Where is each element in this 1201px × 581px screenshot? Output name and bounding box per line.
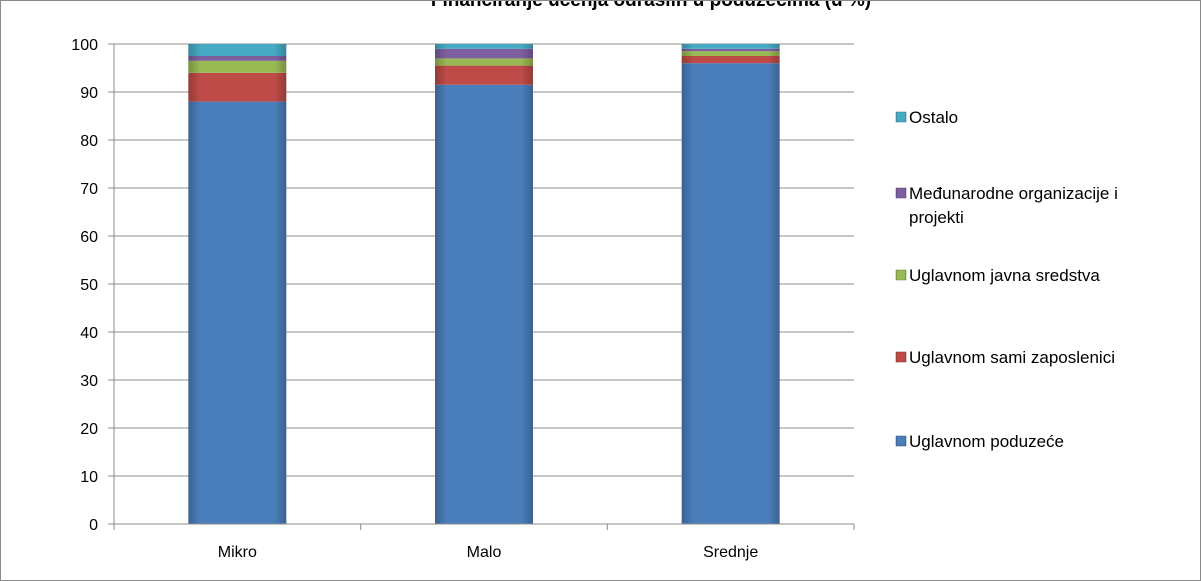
y-tick-label: 40 <box>80 325 98 342</box>
bar-segment <box>435 84 533 525</box>
legend-swatch <box>895 111 907 123</box>
y-tick-label: 100 <box>71 37 98 54</box>
y-tick-label: 0 <box>89 517 98 534</box>
bar-segment <box>188 60 287 73</box>
y-tick-label: 30 <box>80 373 98 390</box>
x-tick-label: Malo <box>467 544 502 561</box>
legend-label: Uglavnom javna sredstva <box>909 266 1100 285</box>
y-tick-label: 20 <box>80 421 98 438</box>
bar-segment <box>188 56 287 61</box>
bar-segment <box>435 44 533 49</box>
legend: Ostalo Međunarodne organizacije i projekti… <box>895 108 1118 451</box>
bar-segment <box>681 56 780 64</box>
legend-label: Uglavnom sami zaposlenici <box>909 348 1115 367</box>
bar-segment <box>188 44 287 56</box>
bar-segment <box>681 51 780 56</box>
axes: 0 10 20 30 40 50 60 70 80 90 100 Mikro Malo Srednje <box>71 37 855 561</box>
legend-swatch <box>895 435 907 447</box>
x-tick-label: Mikro <box>218 544 257 561</box>
legend-swatch <box>895 269 907 281</box>
legend-swatch <box>895 351 907 363</box>
bar-segment <box>681 44 780 49</box>
x-tick-label: Srednje <box>703 544 758 561</box>
y-tick-label: 80 <box>80 133 98 150</box>
legend-label: projekti <box>909 208 964 227</box>
y-tick-label: 50 <box>80 277 98 294</box>
bar-segment <box>681 63 780 524</box>
legend-swatch <box>895 187 907 199</box>
bar-segment <box>435 58 533 66</box>
y-tick-label: 60 <box>80 229 98 246</box>
bars <box>188 44 780 525</box>
y-tick-label: 70 <box>80 181 98 198</box>
legend-label: Međunarodne organizacije i <box>909 184 1118 203</box>
legend-label: Ostalo <box>909 108 958 127</box>
chart-title: Financiranje učenja odraslih u poduzećim… <box>430 0 872 11</box>
bar-segment <box>188 101 287 524</box>
bar-segment <box>435 65 533 85</box>
bar-segment <box>188 72 287 102</box>
legend-label: Uglavnom poduzeće <box>909 432 1064 451</box>
bar-segment <box>435 48 533 59</box>
bar-segment <box>681 48 780 52</box>
y-tick-label: 10 <box>80 469 98 486</box>
y-tick-label: 90 <box>80 85 98 102</box>
